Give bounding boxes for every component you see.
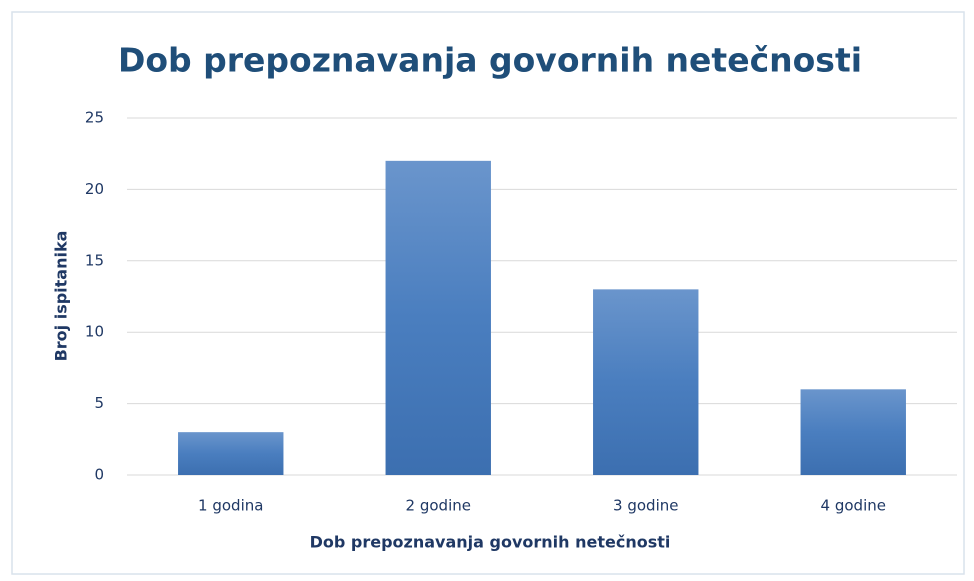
x-tick-label: 2 godine xyxy=(406,497,471,515)
y-axis-label: Broj ispitanika xyxy=(52,231,71,362)
x-tick-label: 3 godine xyxy=(613,497,678,515)
y-tick-label: 25 xyxy=(85,109,104,127)
y-tick-label: 0 xyxy=(94,466,104,484)
x-axis-label: Dob prepoznavanja govornih netečnosti xyxy=(310,533,671,552)
bar xyxy=(178,432,284,475)
y-tick-label: 10 xyxy=(85,323,104,341)
x-tick-label: 1 godina xyxy=(198,497,263,515)
x-tick-label: 4 godine xyxy=(821,497,886,515)
bar xyxy=(800,389,906,475)
bar xyxy=(385,160,491,475)
chart-title: Dob prepoznavanja govornih netečnosti xyxy=(118,41,862,80)
y-tick-label: 20 xyxy=(85,180,104,198)
bar xyxy=(593,289,699,475)
y-tick-label: 5 xyxy=(94,394,104,412)
y-tick-label: 15 xyxy=(85,251,104,269)
